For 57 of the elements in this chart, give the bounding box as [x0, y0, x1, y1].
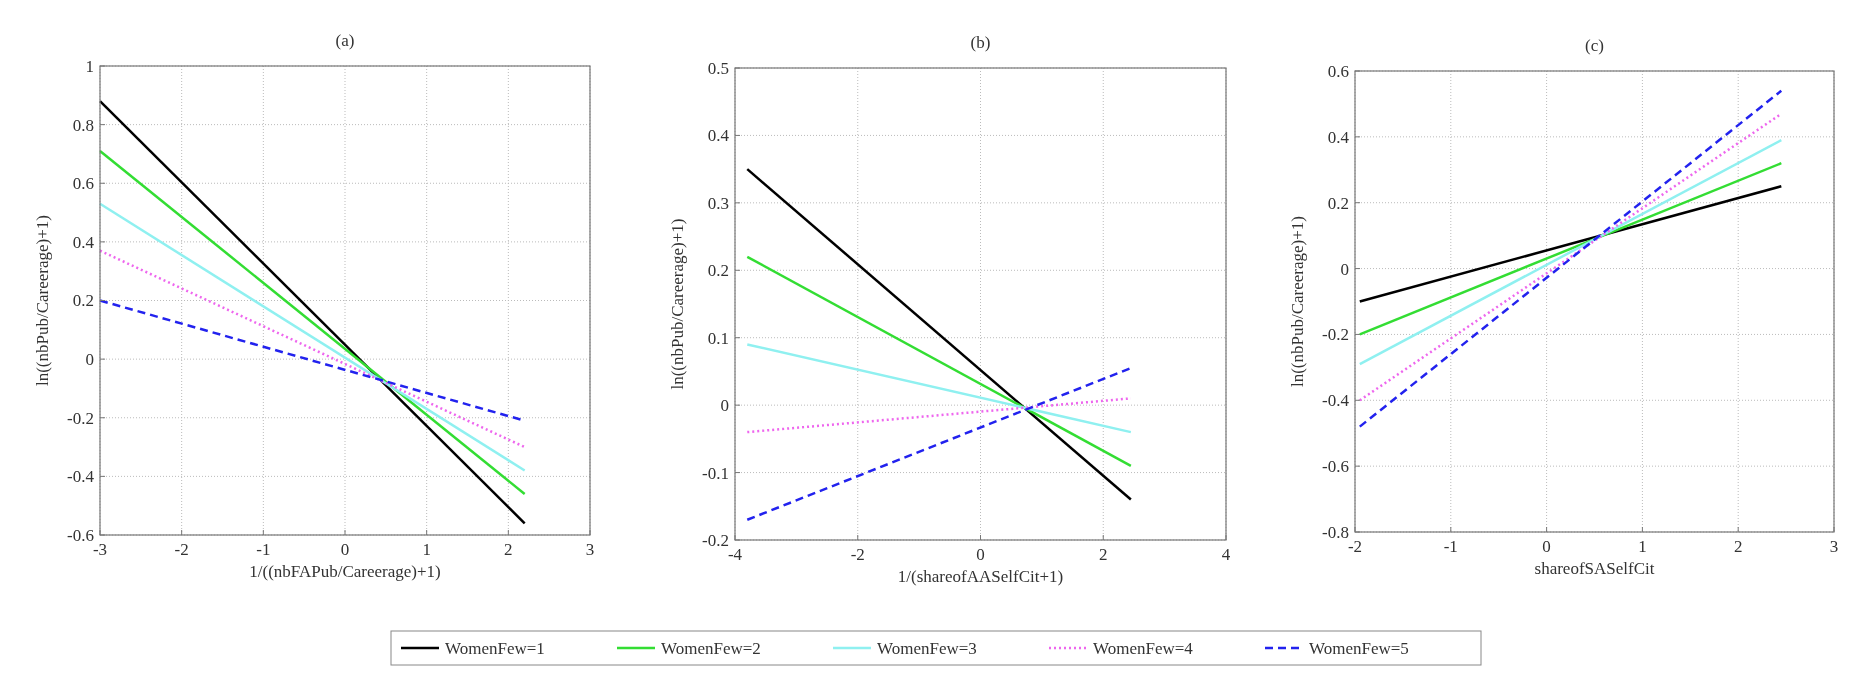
- x-tick-label: 2: [1099, 545, 1108, 564]
- y-tick-label: 0.6: [1327, 61, 1349, 81]
- x-tick-label: 3: [1829, 537, 1839, 556]
- x-axis-title: 1/(shareofAASelfCit+1): [897, 567, 1064, 586]
- y-tick-label: 0: [1340, 259, 1349, 279]
- x-tick-label: 1: [422, 540, 431, 559]
- x-tick-label: -1: [256, 540, 271, 559]
- y-tick-label: -0.4: [67, 467, 95, 487]
- legend-label: WomenFew=3: [877, 638, 977, 658]
- y-tick-label: 0.2: [1327, 193, 1349, 213]
- y-tick-label: -0.2: [702, 530, 729, 550]
- y-tick-label: 0.2: [72, 291, 94, 311]
- x-tick-label: -4: [727, 545, 743, 564]
- x-tick-label: -3: [92, 540, 108, 559]
- y-tick-label: 0.4: [1327, 127, 1350, 147]
- x-tick-label: 2: [1733, 537, 1743, 556]
- y-tick-label: -0.2: [1322, 325, 1349, 345]
- y-tick-label: 0.4: [72, 232, 95, 252]
- y-tick-label: 0.8: [72, 115, 94, 135]
- y-tick-label: 0: [85, 350, 94, 370]
- x-tick-label: -1: [1443, 537, 1458, 556]
- y-axis-title: ln((nbPub/Careerage)+1): [33, 214, 52, 387]
- x-tick-label: 0: [340, 540, 350, 559]
- x-tick-label: 1: [1638, 537, 1647, 556]
- x-axis-title: shareofSASelfCit: [1534, 559, 1655, 578]
- y-tick-label: 0.1: [707, 328, 729, 348]
- legend-label: WomenFew=1: [445, 638, 545, 658]
- y-tick-label: -0.1: [702, 463, 729, 483]
- y-tick-label: 0.6: [72, 174, 94, 194]
- legend-label: WomenFew=4: [1093, 638, 1194, 658]
- y-tick-label: -0.2: [67, 408, 94, 428]
- y-tick-label: -0.6: [1322, 457, 1349, 477]
- x-tick-label: 3: [585, 540, 595, 559]
- y-tick-label: -0.6: [67, 525, 94, 545]
- x-tick-label: -2: [174, 540, 189, 559]
- chart-title: (c): [1585, 36, 1604, 55]
- y-tick-label: -0.4: [1322, 391, 1350, 411]
- y-tick-label: 1: [85, 56, 94, 76]
- x-axis-title: 1/((nbFAPub/Careerage)+1): [249, 562, 441, 581]
- y-tick-label: 0: [720, 396, 729, 416]
- legend-label: WomenFew=2: [661, 638, 761, 658]
- x-tick-label: -2: [850, 545, 865, 564]
- y-tick-label: 0.5: [707, 58, 729, 78]
- y-tick-label: 0.3: [707, 193, 729, 213]
- y-tick-label: -0.8: [1322, 522, 1349, 542]
- chart-title: (a): [335, 31, 355, 50]
- y-tick-label: 0.4: [707, 126, 730, 146]
- x-tick-label: -2: [1347, 537, 1363, 556]
- x-tick-label: 4: [1221, 545, 1231, 564]
- x-tick-label: 2: [504, 540, 513, 559]
- x-tick-label: 0: [1542, 537, 1551, 556]
- legend-label: WomenFew=5: [1309, 638, 1409, 658]
- chart-title: (b): [970, 33, 991, 52]
- y-tick-label: 0.2: [707, 261, 729, 281]
- y-axis-title: ln((nbPub/Careerage)+1): [668, 218, 687, 390]
- x-tick-label: 0: [976, 545, 985, 564]
- y-axis-title: ln((nbPub/Careerage)+1): [1288, 215, 1307, 388]
